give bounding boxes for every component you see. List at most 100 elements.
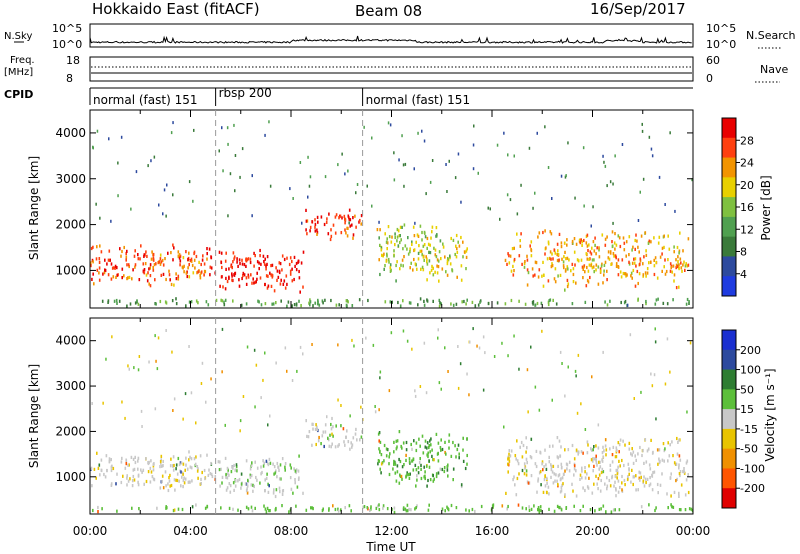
range-gate-cell — [513, 154, 515, 158]
range-gate-cell — [120, 480, 123, 485]
range-gate-cell — [177, 277, 180, 281]
nsearch-label: N.Search — [746, 29, 796, 42]
range-gate-cell — [607, 250, 610, 254]
range-gate-cell — [541, 460, 544, 464]
range-gate-cell — [631, 261, 634, 265]
range-gate-cell — [271, 263, 274, 267]
range-gate-cell — [527, 410, 529, 414]
range-gate-cell — [277, 465, 279, 469]
range-gate-cell — [658, 175, 661, 179]
range-gate-cell — [263, 262, 266, 266]
range-gate-cell — [510, 269, 513, 273]
range-gate-cell — [445, 452, 447, 456]
range-gate-cell — [268, 484, 270, 488]
range-gate-cell — [526, 254, 528, 258]
range-gate-cell — [687, 490, 690, 495]
range-gate-cell — [508, 261, 511, 265]
y-tick-label: 3000 — [55, 172, 86, 186]
range-gate-cell — [437, 441, 440, 445]
range-gate-cell — [682, 469, 684, 474]
range-gate-cell — [606, 487, 608, 491]
range-gate-cell — [557, 249, 559, 253]
range-gate-cell — [512, 264, 514, 268]
range-gate-cell — [633, 257, 635, 261]
range-gate-cell — [612, 445, 615, 449]
range-gate-cell — [393, 459, 395, 463]
range-gate-cell — [185, 250, 187, 254]
range-gate-cell — [260, 396, 262, 400]
range-gate-cell — [630, 271, 633, 275]
range-gate-cell — [636, 269, 639, 274]
range-gate-cell — [121, 400, 123, 404]
range-gate-cell — [312, 427, 314, 431]
range-gate-cell — [205, 400, 207, 404]
range-gate-cell — [159, 299, 162, 304]
range-gate-cell — [200, 477, 202, 481]
range-gate-cell — [91, 484, 93, 488]
range-gate-cell — [274, 471, 277, 475]
range-gate-cell — [635, 233, 637, 237]
range-gate-cell — [466, 298, 468, 302]
range-gate-cell — [397, 300, 399, 305]
range-gate-cell — [559, 505, 561, 510]
range-gate-cell — [538, 471, 541, 475]
range-gate-cell — [215, 298, 218, 302]
range-gate-cell — [348, 208, 351, 212]
range-gate-cell — [595, 252, 597, 256]
range-gate-cell — [316, 228, 318, 232]
range-gate-cell — [388, 455, 390, 459]
range-gate-cell — [164, 257, 166, 261]
range-gate-cell — [146, 254, 148, 258]
range-gate-cell — [680, 483, 683, 487]
range-gate-cell — [688, 507, 691, 511]
range-gate-cell — [190, 466, 193, 470]
range-gate-cell — [264, 478, 266, 482]
range-gate-cell — [391, 235, 393, 239]
range-gate-cell — [461, 300, 463, 304]
range-gate-cell — [294, 481, 296, 485]
range-gate-cell — [501, 341, 503, 345]
range-gate-cell — [614, 508, 616, 512]
range-gate-cell — [121, 276, 123, 280]
range-gate-cell — [266, 262, 268, 266]
range-gate-cell — [396, 470, 399, 474]
range-gate-cell — [360, 435, 363, 439]
range-gate-cell — [558, 258, 560, 262]
range-gate-cell — [547, 302, 550, 307]
range-gate-cell — [630, 274, 632, 278]
range-gate-cell — [617, 479, 620, 483]
range-gate-cell — [440, 448, 442, 452]
range-gate-cell — [618, 236, 621, 240]
range-gate-cell — [400, 238, 402, 242]
range-gate-cell — [556, 504, 559, 508]
range-gate-cell — [575, 281, 577, 285]
range-gate-cell — [435, 474, 438, 479]
range-gate-cell — [438, 381, 441, 385]
range-gate-cell — [126, 249, 128, 253]
velocity-colorbar-swatch — [722, 409, 736, 430]
range-gate-cell — [472, 143, 475, 147]
range-gate-cell — [597, 477, 600, 481]
velocity-colorbar-swatch — [722, 389, 736, 410]
power-ylabel: Slant Range [km] — [27, 156, 41, 260]
range-gate-cell — [224, 456, 227, 460]
range-gate-cell — [267, 490, 270, 494]
range-gate-cell — [237, 479, 239, 483]
range-gate-cell — [241, 258, 243, 262]
cpid-bar: normal (fast) 151 rbsp 200 normal (fast) 1… — [90, 86, 693, 107]
range-gate-cell — [350, 509, 352, 513]
range-gate-cell — [294, 469, 297, 473]
range-gate-cell — [543, 465, 545, 469]
range-gate-cell — [426, 260, 428, 264]
range-gate-cell — [416, 478, 418, 482]
range-gate-cell — [459, 362, 462, 366]
range-gate-cell — [645, 302, 647, 306]
range-gate-cell — [628, 260, 630, 264]
range-gate-cell — [530, 474, 533, 478]
range-gate-cell — [595, 268, 597, 272]
range-gate-cell — [240, 303, 243, 307]
range-gate-cell — [305, 219, 308, 223]
range-gate-cell — [664, 258, 666, 262]
range-gate-cell — [417, 251, 420, 255]
range-gate-cell — [528, 505, 530, 509]
